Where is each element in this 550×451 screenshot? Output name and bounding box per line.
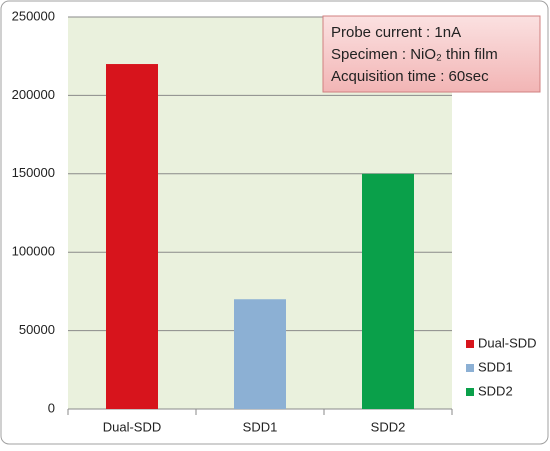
legend-label: SDD2 xyxy=(478,383,513,398)
x-tick-label: Dual-SDD xyxy=(103,419,162,434)
x-tick-label: SDD2 xyxy=(371,419,406,434)
x-tick-label: SDD1 xyxy=(243,419,278,434)
y-tick-label: 0 xyxy=(48,400,55,415)
legend-label: Dual-SDD xyxy=(478,335,537,350)
annotation: Probe current : 1nA xyxy=(331,24,461,41)
legend-swatch xyxy=(466,364,474,372)
y-tick-label: 200000 xyxy=(12,87,55,102)
annotation-box: Probe current : 1nA Specimen : NiO₂ thin… xyxy=(322,15,541,93)
annotation: Acquisition time : 60sec xyxy=(331,68,489,85)
y-tick-label: 150000 xyxy=(12,165,55,180)
bar xyxy=(234,299,286,409)
y-tick-label: 250000 xyxy=(12,8,55,23)
annotation: Specimen : NiO₂ thin film xyxy=(331,46,498,63)
legend-label: SDD1 xyxy=(478,359,513,374)
y-tick-label: 50000 xyxy=(19,322,55,337)
bar xyxy=(106,64,158,409)
legend-swatch xyxy=(466,340,474,348)
annotation-background xyxy=(322,15,541,93)
legend-swatch xyxy=(466,388,474,396)
bar xyxy=(362,173,414,409)
y-tick-label: 100000 xyxy=(12,244,55,259)
